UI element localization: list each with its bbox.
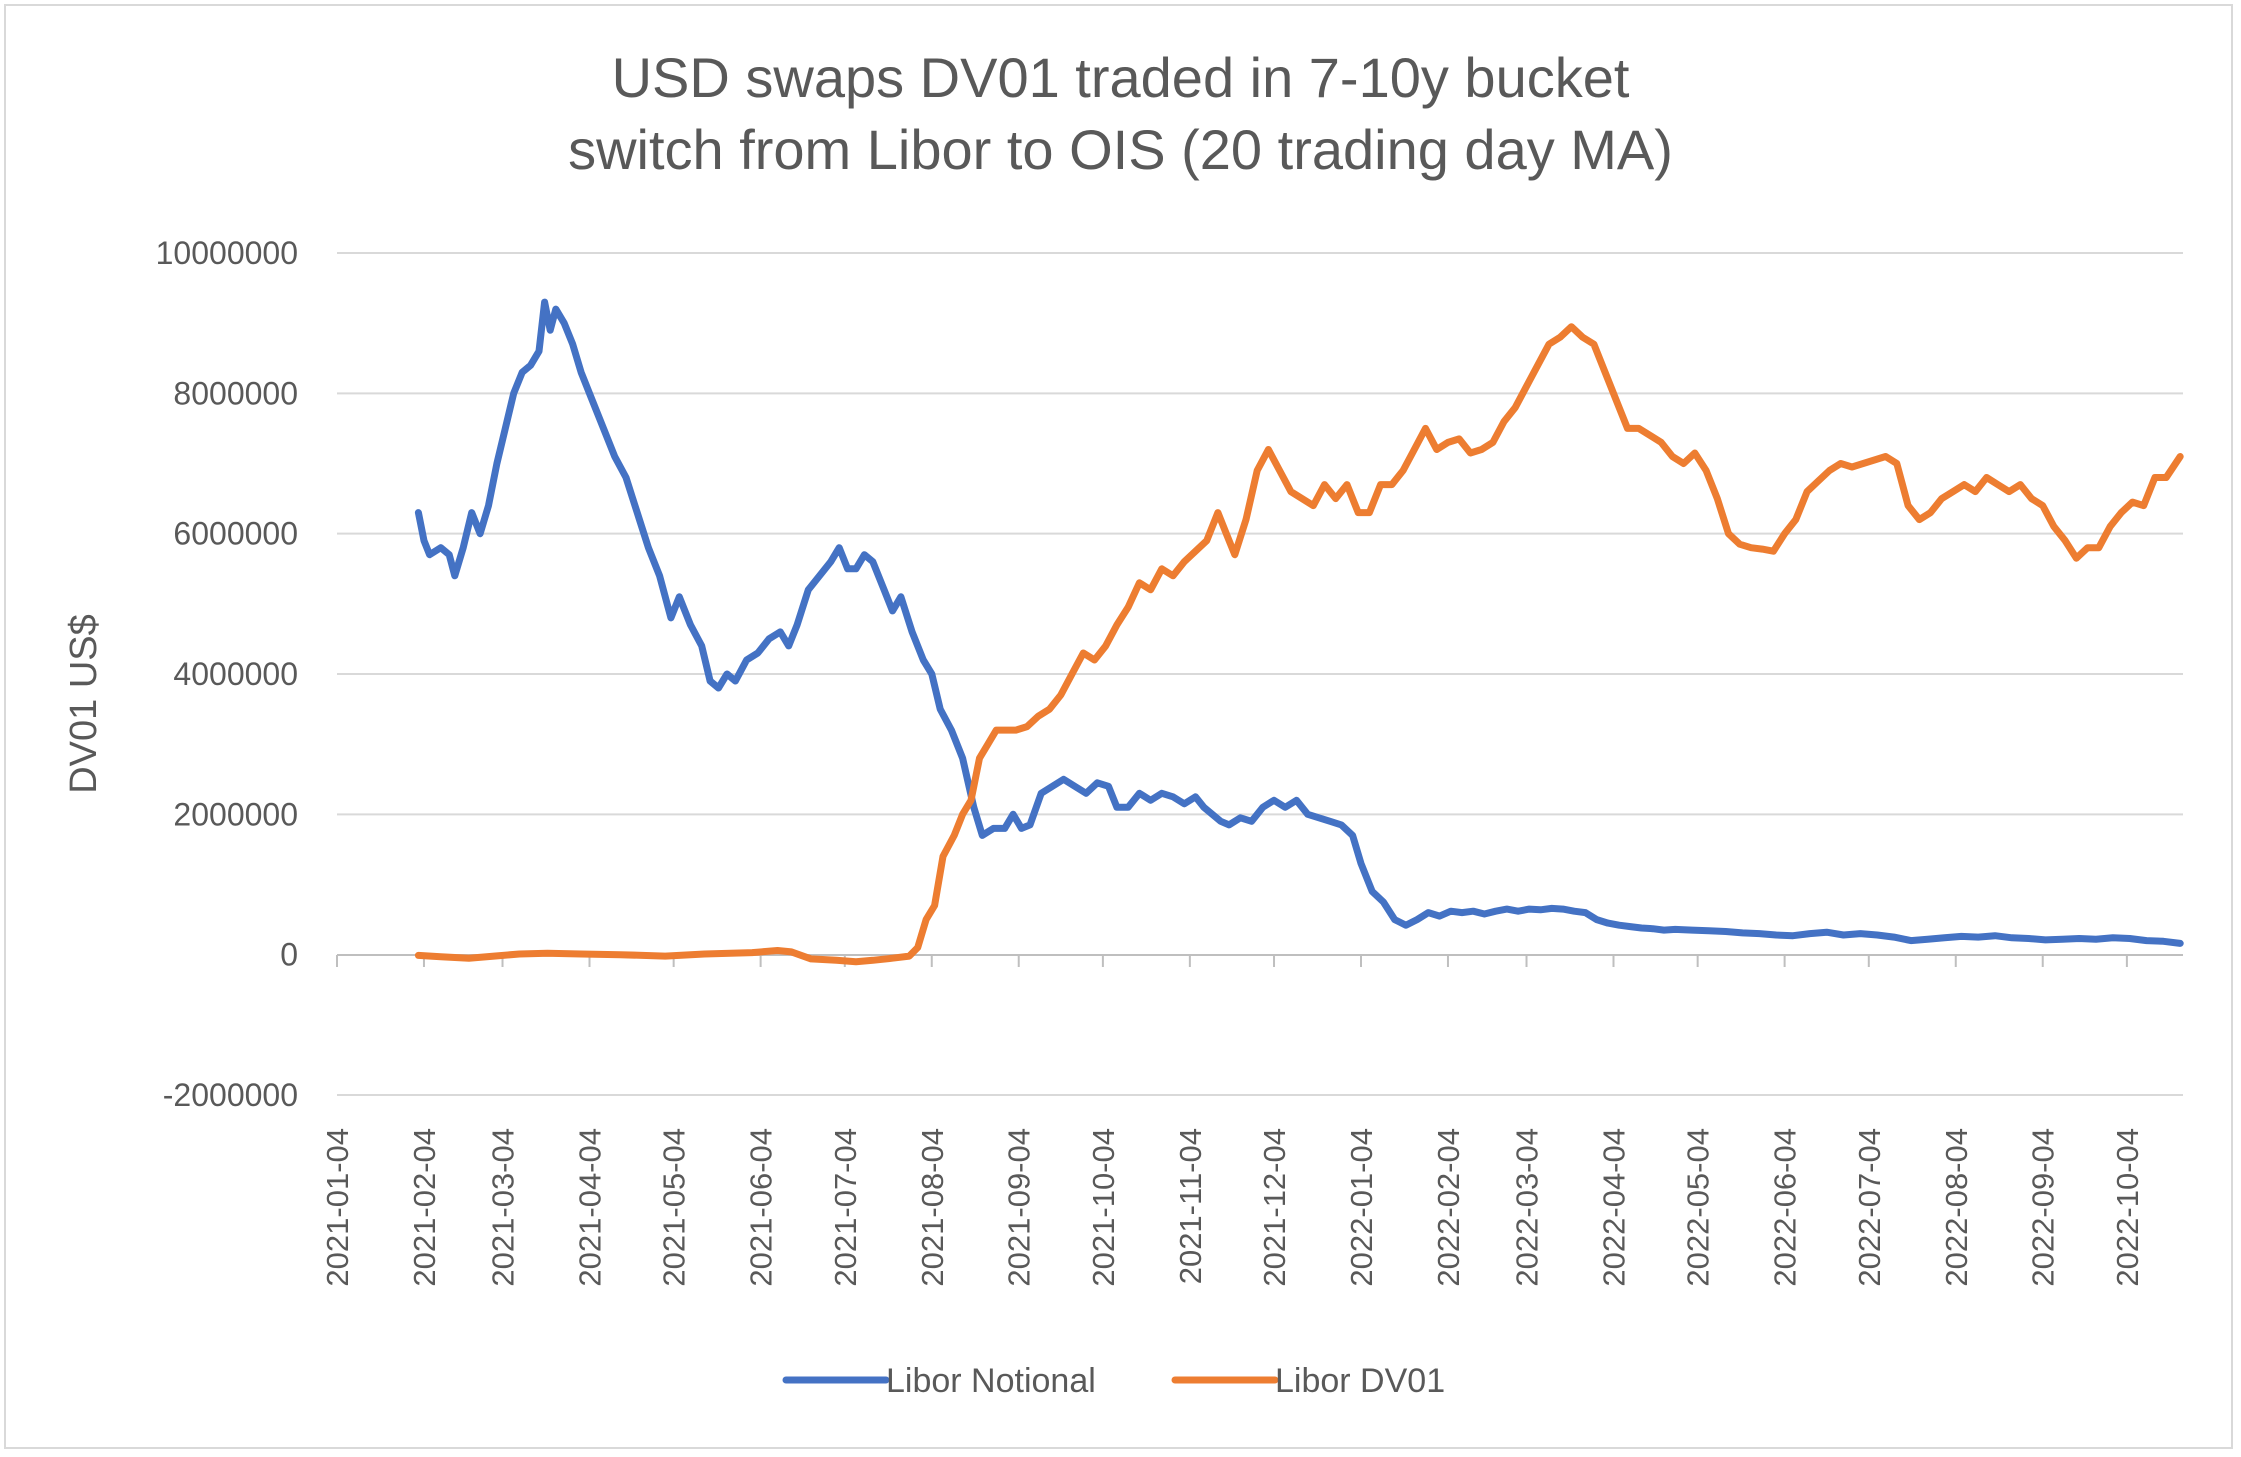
x-tick-label: 2022-08-04	[1939, 1128, 1974, 1287]
y-tick-label: 2000000	[173, 796, 298, 832]
y-axis-ticks: 10000000 8000000 6000000 4000000 2000000 0 -20…	[156, 235, 298, 1113]
x-tick-label: 2022-10-04	[2110, 1128, 2145, 1287]
x-tick-label: 2021-04-04	[572, 1128, 607, 1287]
y-tick-label: 0	[280, 937, 298, 973]
y-tick-label: -2000000	[163, 1077, 298, 1113]
x-tick-label: 2022-09-04	[2026, 1128, 2061, 1287]
x-tick-label: 2022-05-04	[1681, 1128, 1716, 1287]
x-tick-label: 2021-09-04	[1002, 1128, 1037, 1287]
x-tick-label: 2021-08-04	[915, 1128, 950, 1287]
x-tick-label: 2021-11-04	[1173, 1128, 1208, 1284]
y-tick-label: 6000000	[173, 516, 298, 552]
x-axis-ticks: 2021-01-04 2021-02-04 2021-03-04 2021-04-04…	[320, 955, 2145, 1287]
x-tick-label: 2021-12-04	[1257, 1128, 1292, 1287]
x-tick-label: 2021-03-04	[486, 1128, 521, 1287]
series-lines	[414, 298, 2184, 966]
y-tick-label: 10000000	[156, 235, 298, 271]
series-line-libor-notional	[414, 298, 2184, 947]
legend: Libor Notional Libor DV01	[782, 1362, 1445, 1400]
chart-frame	[4, 4, 2233, 1449]
x-tick-label: 2021-02-04	[407, 1128, 442, 1287]
y-tick-label: 8000000	[173, 375, 298, 411]
x-tick-label: 2022-02-04	[1431, 1128, 1466, 1287]
x-tick-label: 2022-01-04	[1344, 1128, 1379, 1287]
x-tick-label: 2021-01-04	[320, 1128, 355, 1287]
x-tick-label: 2021-06-04	[744, 1128, 779, 1287]
chart-title-block: USD swaps DV01 traded in 7-10y bucket sw…	[0, 42, 2241, 186]
x-tick-label: 2022-04-04	[1596, 1128, 1631, 1287]
x-tick-label: 2022-03-04	[1510, 1128, 1545, 1287]
gridlines	[337, 252, 2183, 1096]
x-tick-label: 2021-07-04	[828, 1128, 863, 1287]
legend-label: Libor DV01	[1275, 1362, 1445, 1400]
x-tick-label: 2022-06-04	[1768, 1128, 1803, 1287]
y-tick-label: 4000000	[173, 656, 298, 692]
x-tick-label: 2021-05-04	[657, 1128, 692, 1287]
x-tick-label: 2022-07-04	[1852, 1128, 1887, 1287]
chart-subtitle: switch from Libor to OIS (20 trading day…	[568, 118, 1673, 181]
y-axis-title: DV01 US$	[63, 614, 105, 794]
chart-title: USD swaps DV01 traded in 7-10y bucket	[611, 46, 1630, 109]
series-line-libor-dv01	[414, 323, 2184, 966]
x-tick-label: 2021-10-04	[1086, 1128, 1121, 1287]
legend-label: Libor Notional	[886, 1362, 1096, 1400]
